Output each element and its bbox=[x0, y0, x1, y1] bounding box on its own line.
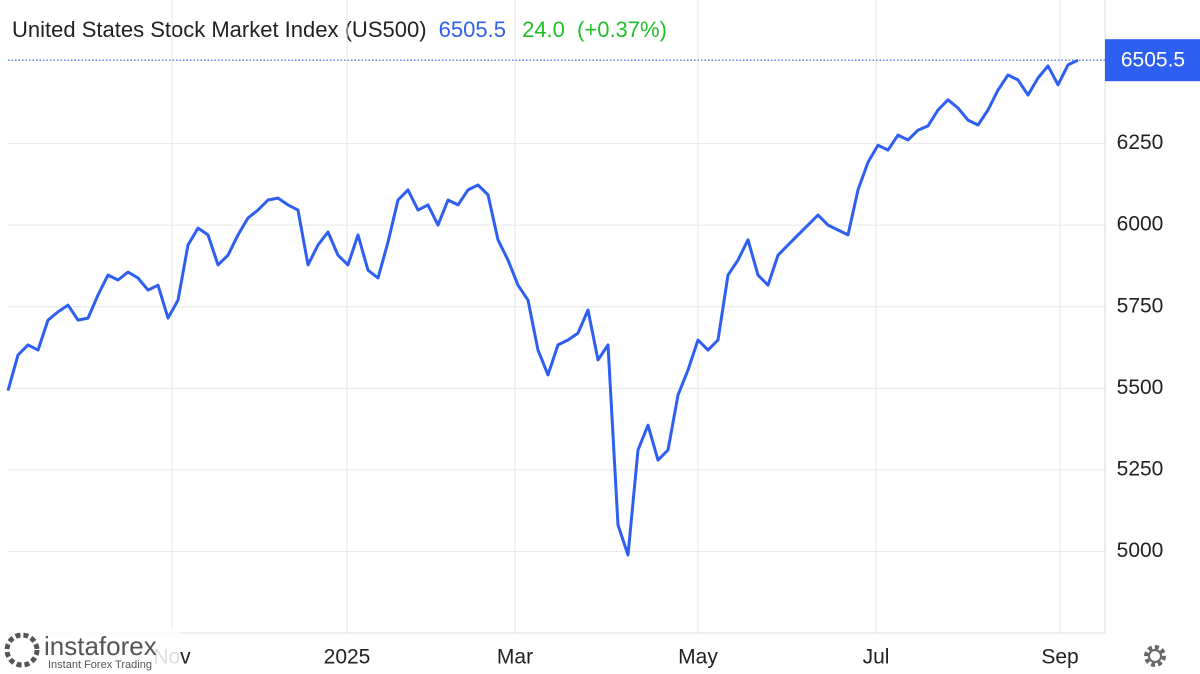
y-tick-label: 6000 bbox=[1117, 213, 1164, 236]
watermark-brand: instaforex bbox=[44, 631, 157, 661]
gear-teeth[interactable] bbox=[1144, 645, 1166, 667]
grid: 500052505500575060006250Nov2025MarMayJul… bbox=[8, 0, 1163, 669]
settings-icon[interactable] bbox=[1144, 645, 1166, 667]
x-tick-label: 2025 bbox=[324, 646, 371, 669]
marks: 6505.5 bbox=[6, 39, 1200, 557]
header: United States Stock Market Index (US500)… bbox=[12, 17, 667, 42]
title: United States Stock Market Index (US500) bbox=[12, 17, 427, 42]
price-line bbox=[6, 58, 1079, 557]
price: 6505.5 bbox=[439, 17, 506, 42]
y-tick-label: 5750 bbox=[1117, 294, 1164, 317]
y-tick-label: 5500 bbox=[1117, 376, 1164, 399]
watermark-bg bbox=[0, 629, 180, 674]
watermark-tagline: Instant Forex Trading bbox=[48, 659, 152, 671]
watermark-icon bbox=[4, 632, 40, 668]
last-price-label: 6505.5 bbox=[1121, 49, 1185, 72]
x-tick-label: Jul bbox=[863, 646, 890, 669]
y-tick-label: 5000 bbox=[1117, 539, 1164, 562]
y-tick-label: 5250 bbox=[1117, 457, 1164, 480]
watermark: instaforex Instant Forex Trading bbox=[0, 629, 180, 674]
change: 24.0 bbox=[522, 17, 565, 42]
x-tick-label: Mar bbox=[497, 646, 533, 669]
x-tick-label: Sep bbox=[1041, 646, 1078, 669]
y-tick-label: 6250 bbox=[1117, 131, 1164, 154]
gear-ring[interactable] bbox=[1148, 649, 1162, 663]
change-pct: (+0.37%) bbox=[577, 17, 667, 42]
x-tick-label: May bbox=[678, 646, 718, 669]
last-price-box bbox=[1105, 39, 1200, 82]
